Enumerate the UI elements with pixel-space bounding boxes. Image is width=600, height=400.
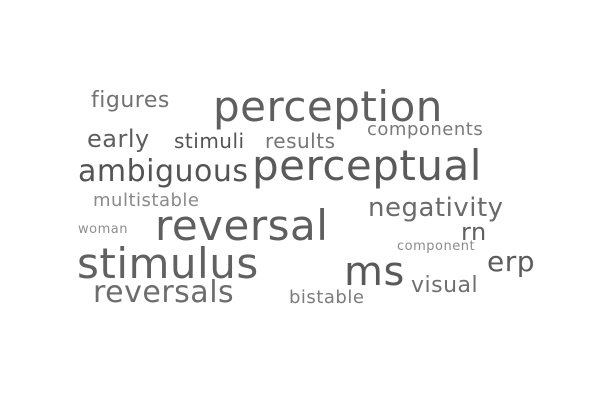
word-rn: rn [461,218,487,246]
word-results: results [265,129,336,153]
word-erp: erp [487,245,536,278]
word-early: early [87,125,150,153]
word-reversal: reversal [155,201,329,250]
word-figures: figures [91,88,170,113]
word-woman: woman [78,222,128,237]
word-component: component [397,239,476,254]
word-negativity: negativity [368,193,504,223]
word-ambiguous: ambiguous [78,154,249,189]
word-stimulus: stimulus [77,239,259,288]
word-perceptual: perceptual [252,141,482,190]
word-ms: ms [344,249,405,295]
word-visual: visual [411,273,479,298]
word-perception: perception [213,82,443,131]
word-stimuli: stimuli [174,129,245,153]
word-multistable: multistable [93,190,200,211]
word-bistable: bistable [289,287,365,308]
word-components: components [367,119,484,140]
word-reversals: reversals [93,275,235,310]
